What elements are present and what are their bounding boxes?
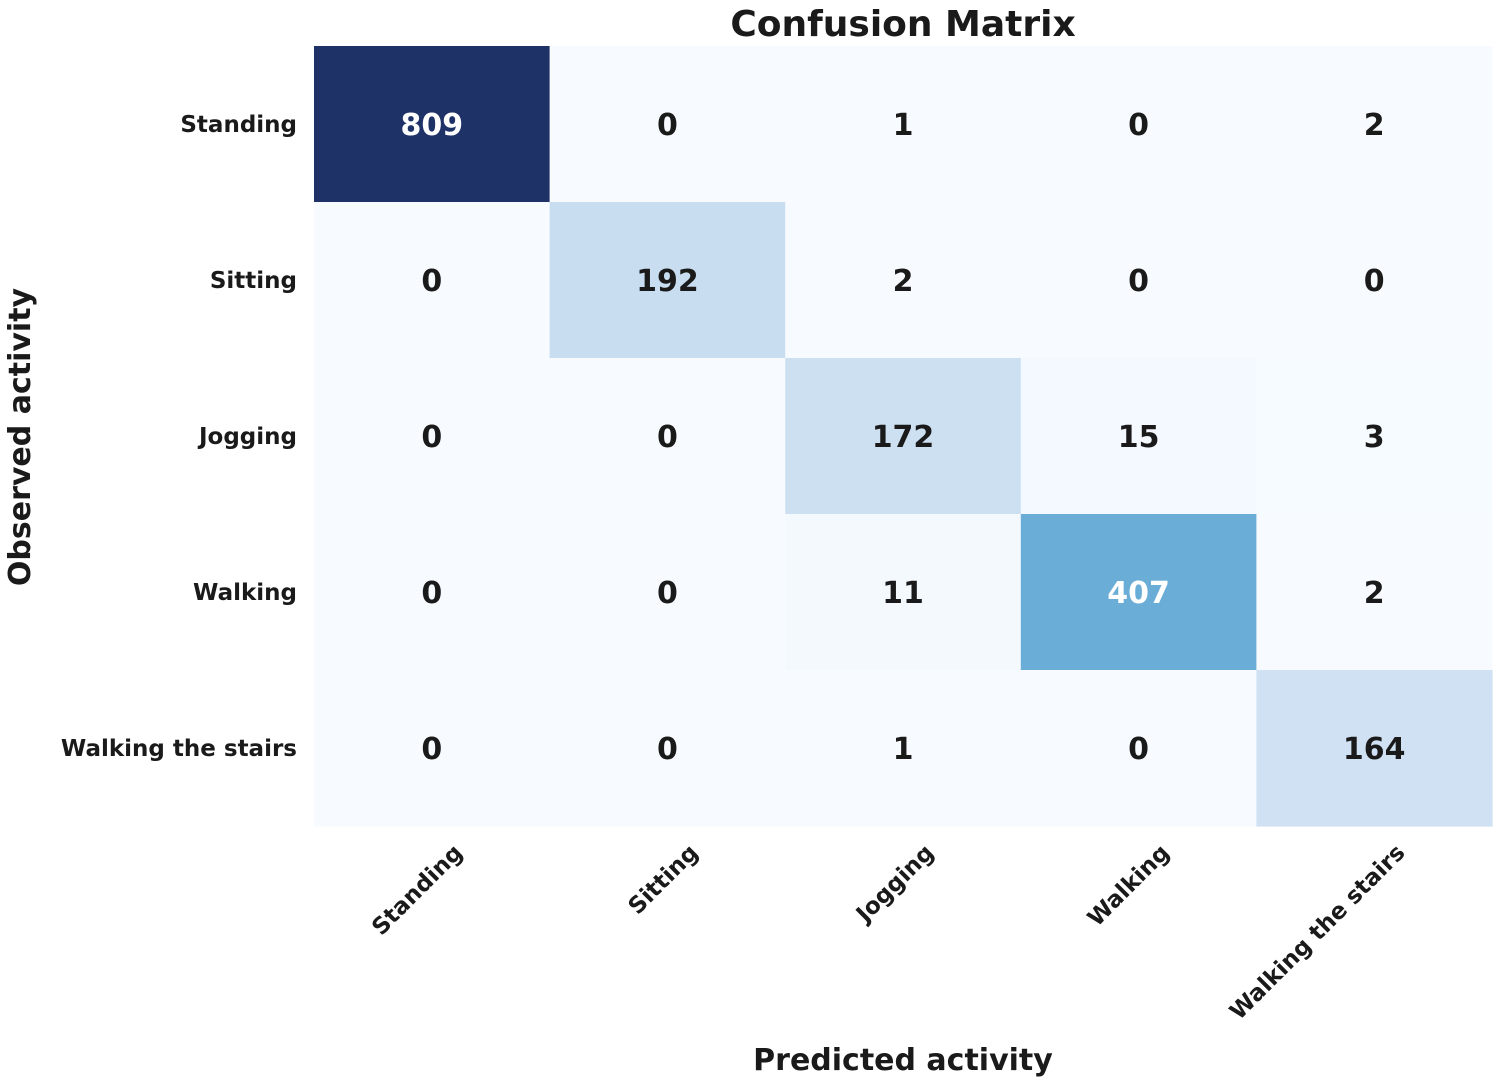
- cell-value: 0: [657, 420, 678, 455]
- heatmap-cell: [785, 514, 1022, 671]
- chart-title: Confusion Matrix: [730, 4, 1075, 45]
- cell-value: 0: [657, 576, 678, 611]
- cell-value: 11: [882, 576, 924, 611]
- heatmap-cell: [785, 46, 1022, 203]
- y-tick-labels: Standing Sitting Jogging Walking Walking the…: [61, 112, 297, 762]
- x-tick-label: Jogging: [850, 840, 939, 929]
- heatmap-cell: [314, 670, 551, 827]
- cell-value: 15: [1118, 420, 1160, 455]
- heatmap-cell: [549, 46, 786, 203]
- cell-value: 1: [893, 108, 914, 143]
- cell-value: 1: [893, 732, 914, 767]
- heatmap-cell: [549, 202, 786, 359]
- y-tick-label: Standing: [180, 112, 297, 138]
- heatmap-cell: [1256, 202, 1493, 359]
- cell-value: 164: [1343, 732, 1406, 767]
- y-tick-label: Sitting: [210, 268, 297, 294]
- heatmap-cell: [314, 514, 551, 671]
- heatmap-cell: [1256, 670, 1493, 827]
- cell-value: 0: [421, 732, 442, 767]
- heatmap-cell: [1256, 358, 1493, 515]
- cell-value: 3: [1364, 420, 1385, 455]
- cell-values: 809 0 1 0 2 0 192 2 0 0 0 0 172 15 3 0 0 11 407 2 0 0 1 0 164: [400, 108, 1405, 767]
- heatmap-cell: [785, 202, 1022, 359]
- cell-value: 0: [657, 732, 678, 767]
- cell-value: 0: [421, 264, 442, 299]
- heatmap-cell: [785, 670, 1022, 827]
- cell-value: 407: [1107, 576, 1170, 611]
- x-tick-label: Walking the stairs: [1225, 840, 1410, 1025]
- cell-value: 0: [1128, 108, 1149, 143]
- heatmap-cell: [549, 358, 786, 515]
- heatmap-cell: [314, 358, 551, 515]
- cell-value: 0: [421, 576, 442, 611]
- x-tick-label: Standing: [367, 840, 468, 941]
- cell-value: 0: [657, 108, 678, 143]
- y-tick-label: Jogging: [197, 424, 297, 450]
- heatmap-cell: [785, 358, 1022, 515]
- heatmap-cell: [1020, 46, 1257, 203]
- y-axis-label: Observed activity: [3, 287, 38, 586]
- cell-value: 2: [893, 264, 914, 299]
- y-tick-label: Walking the stairs: [61, 736, 297, 762]
- cell-value: 809: [400, 108, 463, 143]
- heatmap-cell: [314, 46, 551, 203]
- heatmap-cell: [1256, 46, 1493, 203]
- heatmap-cell: [1020, 670, 1257, 827]
- heatmap-cell: [1256, 514, 1493, 671]
- x-tick-label: Sitting: [624, 840, 704, 920]
- heatmap-cells: [314, 46, 1493, 827]
- cell-value: 2: [1364, 576, 1385, 611]
- x-tick-labels: Standing Sitting Jogging Walking Walking the…: [367, 840, 1410, 1025]
- heatmap-cell: [314, 202, 551, 359]
- heatmap-cell: [1020, 514, 1257, 671]
- y-tick-label: Walking: [193, 580, 297, 606]
- cell-value: 2: [1364, 108, 1385, 143]
- cell-value: 172: [872, 420, 935, 455]
- heatmap-cell: [549, 514, 786, 671]
- heatmap-cell: [1020, 202, 1257, 359]
- x-tick-label: Walking: [1083, 840, 1175, 932]
- cell-value: 0: [1364, 264, 1385, 299]
- cell-value: 0: [1128, 264, 1149, 299]
- cell-value: 0: [421, 420, 442, 455]
- heatmap-cell: [1020, 358, 1257, 515]
- cell-value: 0: [1128, 732, 1149, 767]
- x-axis-label: Predicted activity: [753, 1043, 1053, 1078]
- cell-value: 192: [636, 264, 699, 299]
- heatmap-cell: [549, 670, 786, 827]
